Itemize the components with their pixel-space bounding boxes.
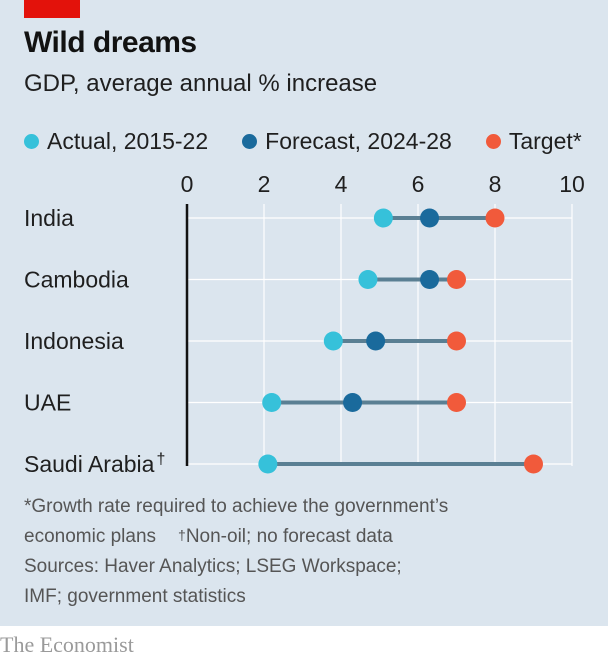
category-label: Cambodia: [24, 267, 129, 293]
dot-actual: [358, 270, 378, 289]
dot-target: [447, 270, 466, 289]
dot-target: [447, 393, 466, 412]
chart-title: Wild dreams: [24, 26, 197, 59]
footnote-line-2: economic plans †Non-oil; no forecast data: [24, 522, 594, 552]
dot-target: [485, 208, 505, 228]
dot-forecast: [420, 208, 440, 228]
legend-mark-target: *: [572, 128, 582, 154]
legend: Actual, 2015-22 Forecast, 2024-28 Target…: [24, 128, 582, 155]
legend-label-target: Target: [508, 128, 573, 154]
x-tick-label: 6: [412, 171, 425, 197]
chart-panel: [0, 0, 608, 626]
x-tick-label: 8: [489, 171, 502, 197]
footnote-sources-1: Sources: Haver Analytics; LSEG Workspace…: [24, 556, 402, 577]
legend-item-forecast: Forecast, 2024-28: [242, 128, 452, 155]
dot-actual: [258, 454, 278, 474]
x-tick-label: 0: [181, 171, 194, 197]
category-label: Indonesia: [24, 328, 124, 354]
legend-dot-forecast: [242, 134, 258, 149]
x-tick-label: 2: [258, 171, 271, 197]
x-tick-label: 4: [335, 171, 348, 197]
footnote-plans: economic plans: [24, 526, 157, 547]
dot-actual: [373, 208, 393, 228]
dot-forecast: [343, 393, 363, 412]
legend-dot-target: [485, 134, 501, 149]
dot-actual: [262, 393, 282, 412]
footnote-dagger: †: [178, 527, 186, 543]
legend-item-target: Target*: [485, 128, 582, 155]
dot-target: [524, 454, 543, 474]
legend-years-actual: , 2015-22: [110, 128, 209, 154]
category-label: Saudi Arabia †: [24, 451, 165, 477]
chart-subtitle: GDP, average annual % increase: [24, 70, 378, 97]
category-label: UAE: [24, 390, 71, 416]
legend-label-actual: Actual: [47, 128, 111, 154]
footnote-line-1: *Growth rate required to achieve the gov…: [24, 496, 449, 517]
legend-years-forecast: , 2024-28: [354, 128, 452, 154]
dot-target: [447, 331, 466, 351]
category-label: India: [24, 205, 74, 231]
x-tick-label: 10: [559, 171, 585, 197]
economist-logo-text: The Economist: [0, 632, 134, 657]
footnotes: *Growth rate required to achieve the gov…: [24, 492, 594, 612]
legend-item-actual: Actual, 2015-22: [24, 128, 208, 155]
dot-forecast: [366, 331, 386, 351]
dot-actual: [323, 331, 343, 351]
legend-label-forecast: Forecast: [265, 128, 355, 154]
category-dagger-mark: †: [156, 451, 165, 468]
footnote-non-oil: Non-oil; no forecast data: [185, 526, 393, 547]
legend-dot-actual: [24, 134, 39, 149]
dot-forecast: [420, 270, 440, 289]
footnote-sources-2: IMF; government statistics: [24, 586, 246, 607]
brand-red-tag: [24, 0, 80, 18]
dot-range-chart: 0 2 4 6 8 10 India Cambodia Indonesia UAE Saudi Ar…: [24, 171, 585, 477]
